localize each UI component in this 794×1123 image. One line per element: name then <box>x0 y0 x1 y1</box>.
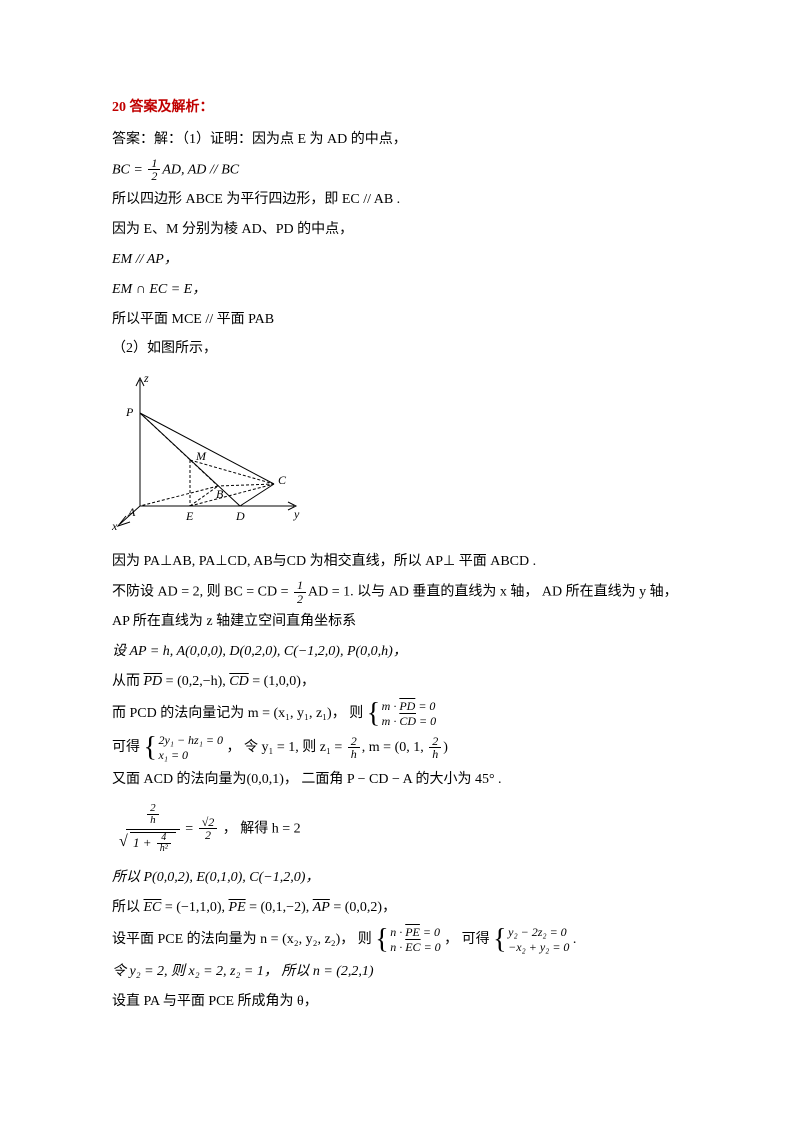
answer-line-14: 而 PCD 的法向量记为 m = (x₁, y₁, z₁)， 则 { m · P… <box>112 699 704 729</box>
fraction: 2h <box>346 735 362 761</box>
text: 从而 PD = (0,2,−h), CD = (1,0,0)， <box>112 674 315 689</box>
fraction: 12 <box>292 579 308 605</box>
den: h <box>147 815 159 827</box>
text: AD, AD // BC <box>162 162 239 177</box>
answer-line-2: BC = 12AD, AD // BC <box>112 157 704 183</box>
num: 2 <box>429 735 441 749</box>
label-A: A <box>127 505 136 519</box>
system: m · PD = 0 m · CD = 0 <box>382 699 436 729</box>
text: ， 可得 <box>444 932 490 947</box>
text: ， 解得 h = 2 <box>223 821 301 836</box>
label-C: C <box>278 473 287 487</box>
brace-icon: { <box>375 926 388 954</box>
geometry-diagram: z y x P A E D C B M <box>108 368 704 543</box>
answer-line-11: AP 所在直线为 z 轴建立空间直角坐标系 <box>112 609 704 635</box>
answer-line-4: 因为 E、M 分别为棱 AD、PD 的中点， <box>112 217 704 243</box>
text: = <box>185 821 196 836</box>
label-E: E <box>185 509 194 523</box>
answer-line-3: 所以四边形 ABCE 为平行四边形，即 EC // AB . <box>112 187 704 213</box>
heading: 20 答案及解析： <box>112 95 704 121</box>
sys-row: y₂ − 2z₂ = 0 <box>508 925 569 940</box>
answer-line-16: 又面 ACD 的法向量为(0,0,1)， 二面角 P − CD − A 的大小为… <box>112 767 704 793</box>
answer-line-18: 所以 P(0,0,2), E(0,1,0), C(−1,2,0)， <box>112 865 704 891</box>
num: 1 <box>148 157 160 171</box>
den: h <box>348 748 360 761</box>
sys-row: m · CD = 0 <box>382 714 436 729</box>
answer-line-6: EM ∩ EC = E， <box>112 277 704 303</box>
sys-row: m · PD = 0 <box>382 699 436 714</box>
label-y: y <box>293 507 300 521</box>
sys-row: 2y₁ − hz₁ = 0 <box>158 733 223 748</box>
sys-row: −x₂ + y₂ = 0 <box>508 940 569 955</box>
answer-line-19: 所以 EC = (−1,1,0), PE = (0,1,−2), AP = (0… <box>112 895 704 921</box>
num: 2 <box>348 735 360 749</box>
text: 可得 <box>112 740 140 755</box>
page-content: 20 答案及解析： 答案：解：（1）证明：因为点 E 为 AD 的中点， BC … <box>0 0 794 1059</box>
sys-row: n · PE = 0 <box>390 925 440 940</box>
answer-line-9: 因为 PA⊥AB, PA⊥CD, AB与CD 为相交直线，所以 AP⊥ 平面 A… <box>112 549 704 575</box>
answer-line-8: （2）如图所示， <box>112 336 704 362</box>
brace-icon: { <box>493 926 506 954</box>
brace-icon: { <box>144 734 157 762</box>
text: 而 PCD 的法向量记为 m = (x₁, y₁, z₁)， 则 <box>112 706 363 721</box>
fraction: √22 <box>197 816 220 842</box>
text: ) <box>443 740 448 755</box>
den: 2 <box>148 170 160 183</box>
sqrt: 1 + 4h² <box>130 832 176 855</box>
text: . <box>573 932 577 947</box>
label-z: z <box>143 371 149 385</box>
den: 2 <box>199 829 218 842</box>
num: √2 <box>199 816 218 830</box>
den: 1 + 4h² <box>126 830 180 857</box>
num: 1 <box>294 579 306 593</box>
text: AD = 1. 以与 AD 垂直的直线为 x 轴， AD 所在直线为 y 轴， <box>308 584 678 599</box>
sys-row: n · EC = 0 <box>390 940 440 955</box>
geometry-svg: z y x P A E D C B M <box>108 368 308 533</box>
system: n · PE = 0 n · EC = 0 <box>390 925 440 955</box>
text: , m = (0, 1, <box>362 740 427 755</box>
sys-row: x₁ = 0 <box>158 748 223 763</box>
text: 不防设 AD = 2, 则 BC = CD = <box>112 584 292 599</box>
fraction: 2h <box>427 735 443 761</box>
answer-line-5: EM // AP， <box>112 247 704 273</box>
label-M: M <box>195 449 207 463</box>
answer-line-7: 所以平面 MCE // 平面 PAB <box>112 307 704 333</box>
text: 所以 EC = (−1,1,0), PE = (0,1,−2), AP = (0… <box>112 900 396 915</box>
den: 2 <box>294 593 306 606</box>
text: 答案：解：（1）证明：因为点 E 为 AD 的中点， <box>112 132 407 147</box>
label-x: x <box>111 519 118 533</box>
text: BC = <box>112 162 146 177</box>
text: 设平面 PCE 的法向量为 n = (x₂, y₂, z₂)， 则 <box>112 932 372 947</box>
label-P: P <box>125 405 134 419</box>
answer-line-13: 从而 PD = (0,2,−h), CD = (1,0,0)， <box>112 669 704 695</box>
den: h² <box>157 844 171 855</box>
answer-line-12: 设 AP = h, A(0,0,0), D(0,2,0), C(−1,2,0),… <box>112 639 704 665</box>
big-fraction: 2h 1 + 4h² <box>124 801 182 857</box>
den: h <box>429 748 441 761</box>
text: ， 令 y₁ = 1, 则 z₁ = <box>227 740 346 755</box>
answer-line-20: 设平面 PCE 的法向量为 n = (x₂, y₂, z₂)， 则 { n · … <box>112 925 704 955</box>
answer-line-15: 可得 { 2y₁ − hz₁ = 0 x₁ = 0 ， 令 y₁ = 1, 则 … <box>112 733 704 763</box>
answer-line-17: 2h 1 + 4h² = √22 ， 解得 h = 2 <box>124 801 704 857</box>
num: 2h <box>126 801 180 830</box>
fraction: 12 <box>146 157 162 183</box>
answer-line-21: 令 y₂ = 2, 则 x₂ = 2, z₂ = 1， 所以 n = (2,2,… <box>112 959 704 985</box>
answer-line-22: 设直 PA 与平面 PCE 所成角为 θ， <box>112 989 704 1015</box>
system: 2y₁ − hz₁ = 0 x₁ = 0 <box>158 733 223 763</box>
label-B: B <box>216 487 224 501</box>
system: y₂ − 2z₂ = 0 −x₂ + y₂ = 0 <box>508 925 569 955</box>
brace-icon: { <box>367 700 380 728</box>
answer-line-1: 答案：解：（1）证明：因为点 E 为 AD 的中点， <box>112 127 704 153</box>
label-D: D <box>235 509 245 523</box>
answer-line-10: 不防设 AD = 2, 则 BC = CD = 12AD = 1. 以与 AD … <box>112 579 704 605</box>
